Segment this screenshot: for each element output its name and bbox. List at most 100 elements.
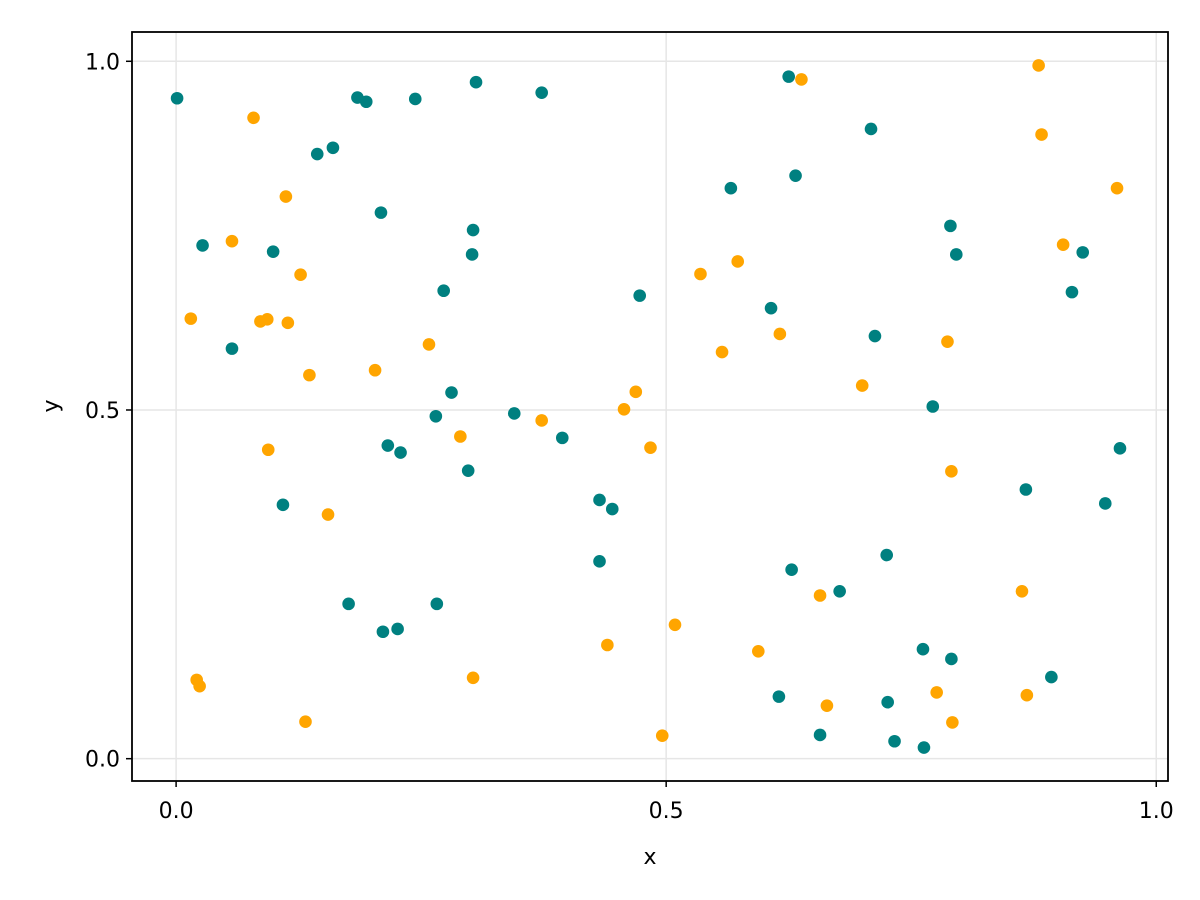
scatter-point bbox=[593, 555, 606, 568]
scatter-point bbox=[247, 111, 260, 125]
scatter-point bbox=[535, 414, 548, 427]
scatter-point bbox=[326, 141, 340, 155]
scatter-point bbox=[461, 464, 475, 477]
y-tick-label: 0.0 bbox=[85, 748, 120, 773]
scatter-point bbox=[430, 597, 444, 611]
scatter-point bbox=[1056, 238, 1070, 252]
scatter-point bbox=[764, 301, 778, 315]
scatter-point bbox=[930, 686, 943, 699]
scatter-point bbox=[299, 715, 312, 729]
scatter-point bbox=[946, 716, 959, 729]
scatter-point bbox=[782, 70, 795, 83]
scatter-point bbox=[1019, 483, 1033, 496]
scatter-point bbox=[184, 312, 198, 325]
scatter-point bbox=[1032, 59, 1045, 72]
scatter-point bbox=[1098, 497, 1112, 510]
scatter-point bbox=[359, 95, 373, 109]
scatter-point bbox=[408, 92, 422, 106]
scatter-point bbox=[795, 73, 808, 86]
scatter-point bbox=[944, 219, 957, 233]
scatter-point bbox=[310, 147, 324, 161]
scatter-point bbox=[601, 638, 614, 652]
scatter-point bbox=[644, 441, 657, 454]
scatter-point bbox=[454, 430, 467, 443]
scatter-point bbox=[668, 618, 682, 632]
scatter-point bbox=[888, 734, 901, 748]
data-points bbox=[170, 59, 1127, 754]
scatter-point bbox=[466, 223, 480, 237]
scatter-point bbox=[394, 446, 407, 459]
x-tick-label: 1.0 bbox=[1139, 799, 1174, 824]
scatter-point bbox=[225, 342, 239, 355]
scatter-point bbox=[945, 465, 958, 478]
scatter-point bbox=[376, 625, 390, 639]
scatter-point bbox=[374, 206, 388, 219]
plot-frame bbox=[131, 31, 1169, 782]
scatter-point bbox=[1035, 128, 1048, 141]
y-tick-label: 0.5 bbox=[85, 399, 120, 424]
scatter-point bbox=[752, 644, 765, 658]
scatter-point bbox=[864, 122, 878, 136]
scatter-point bbox=[715, 345, 729, 359]
scatter-point bbox=[342, 597, 355, 611]
grid bbox=[132, 32, 1168, 781]
scatter-point bbox=[633, 289, 647, 302]
y-tick-label: 1.0 bbox=[85, 50, 120, 75]
scatter-point bbox=[445, 386, 458, 399]
scatter-point bbox=[429, 409, 443, 423]
x-axis-label: x bbox=[643, 845, 656, 870]
scatter-point bbox=[1110, 181, 1124, 195]
scatter-point bbox=[820, 699, 834, 712]
scatter-point bbox=[1113, 442, 1127, 455]
scatter-point bbox=[261, 443, 275, 457]
scatter-point bbox=[941, 335, 954, 348]
scatter-point bbox=[281, 316, 295, 330]
scatter-point bbox=[276, 498, 290, 512]
scatter-point bbox=[949, 248, 963, 261]
scatter-point bbox=[1015, 585, 1029, 598]
scatter-point bbox=[773, 327, 787, 341]
scatter-point bbox=[617, 402, 631, 416]
scatter-point bbox=[279, 190, 293, 203]
scatter-point bbox=[266, 245, 280, 258]
scatter-point bbox=[555, 431, 569, 445]
scatter-point bbox=[196, 239, 209, 252]
scatter-point bbox=[593, 493, 606, 507]
scatter-point bbox=[813, 728, 827, 742]
scatter-point bbox=[813, 589, 827, 602]
scatter-point bbox=[1065, 285, 1079, 299]
scatter-point bbox=[469, 75, 483, 89]
scatter-point bbox=[303, 368, 316, 382]
scatter-point bbox=[868, 329, 882, 343]
scatter-point bbox=[655, 729, 669, 742]
scatter-point bbox=[789, 169, 802, 182]
scatter-point bbox=[465, 248, 479, 261]
scatter-point bbox=[945, 652, 958, 666]
scatter-point bbox=[1076, 246, 1090, 259]
scatter-point bbox=[731, 255, 745, 268]
scatter-point bbox=[1045, 670, 1058, 684]
scatter-point bbox=[855, 379, 869, 392]
scatter-point bbox=[1020, 688, 1034, 702]
scatter-point bbox=[917, 741, 931, 754]
scatter-point bbox=[437, 284, 450, 298]
scatter-point bbox=[881, 695, 894, 709]
scatter-point bbox=[724, 181, 738, 195]
scatter-point bbox=[381, 439, 395, 452]
scatter-point bbox=[193, 679, 206, 693]
axis-ticks: 0.0 0.5 1.0 0.0 0.5 1.0 bbox=[85, 50, 1174, 824]
scatter-point bbox=[535, 86, 548, 99]
scatter-point bbox=[294, 268, 307, 281]
scatter-point bbox=[916, 642, 930, 656]
scatter-point bbox=[260, 313, 274, 326]
scatter-point bbox=[422, 338, 436, 351]
scatter-point bbox=[880, 548, 894, 562]
scatter-point bbox=[629, 385, 643, 399]
scatter-point bbox=[368, 363, 382, 377]
scatter-point bbox=[694, 267, 707, 281]
x-tick-label: 0.0 bbox=[159, 799, 194, 824]
scatter-point bbox=[225, 234, 239, 248]
scatter-point bbox=[466, 671, 480, 685]
scatter-point bbox=[321, 508, 335, 521]
